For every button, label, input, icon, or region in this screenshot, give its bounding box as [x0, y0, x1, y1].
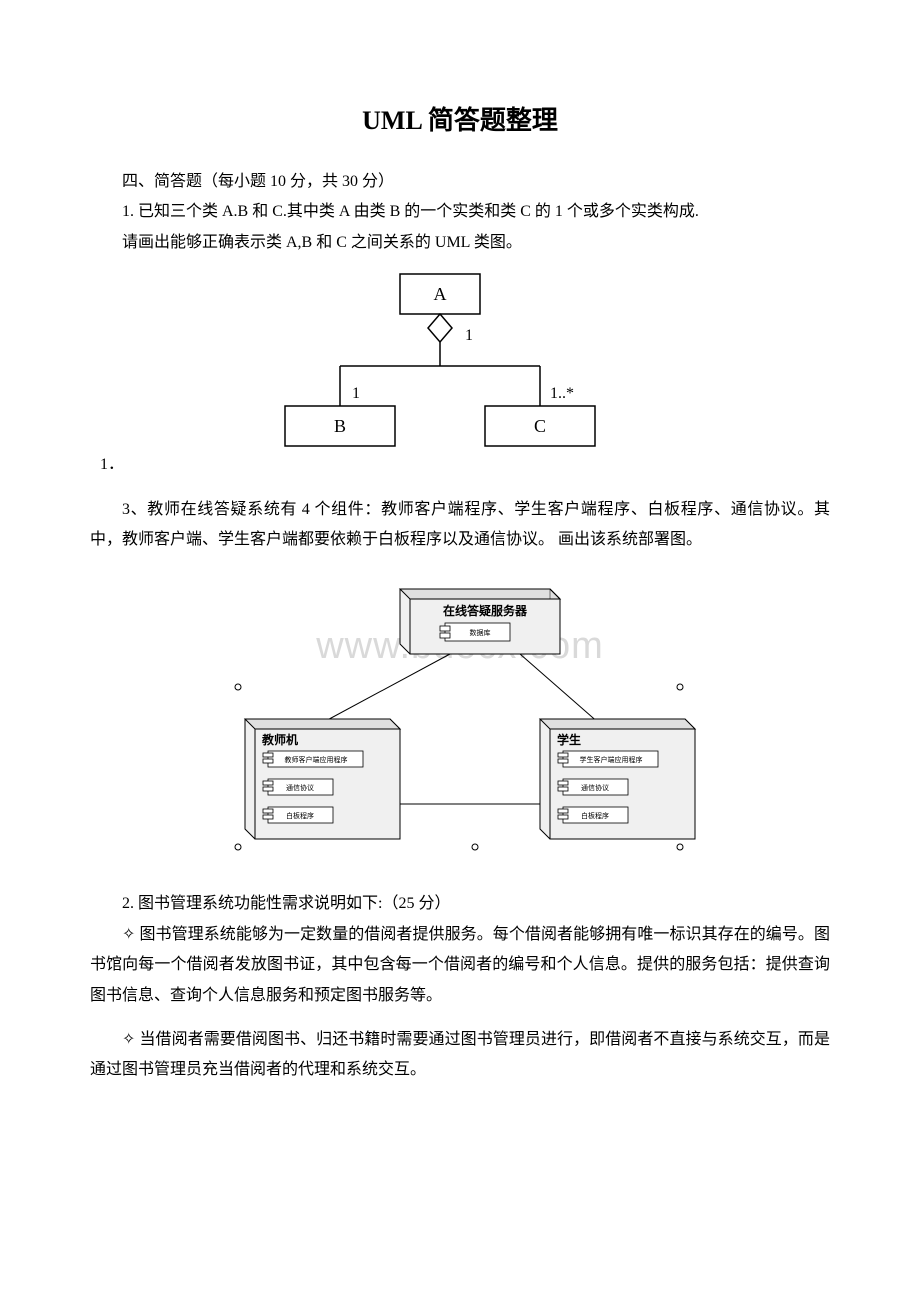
mult-right: 1..*: [550, 385, 574, 402]
student-label: 学生: [557, 732, 581, 747]
q2-p2-text: 当借阅者需要借阅图书、归还书籍时需要通过图书管理员进行，即借阅者不直接与系统交互…: [90, 1031, 830, 1078]
teacher-comp2: 通信协议: [286, 783, 314, 792]
teacher-comp3: 白板程序: [286, 811, 314, 820]
uml-class-diagram: A 1 1 1..* B C: [260, 266, 620, 466]
mult-top: 1: [465, 327, 473, 344]
q2-header: 2. 图书管理系统功能性需求说明如下:（25 分）: [90, 889, 830, 919]
q3-text: 3、教师在线答疑系统有 4 个组件：教师客户端程序、学生客户端程序、白板程序、通…: [90, 495, 830, 556]
diamond-icon: ✧: [122, 1031, 135, 1048]
q2-p1: ✧ 图书管理系统能够为一定数量的借阅者提供服务。每个借阅者能够拥有唯一标识其存在…: [90, 920, 830, 1011]
q1-line1: 1. 已知三个类 A.B 和 C.其中类 A 由类 B 的一个实类和类 C 的 …: [90, 197, 830, 227]
student-comp1: 学生客户端应用程序: [580, 755, 643, 764]
class-a-label: A: [434, 284, 447, 304]
server-label: 在线答疑服务器: [443, 603, 528, 618]
student-comp3: 白板程序: [581, 811, 609, 820]
page-title: UML 简答题整理: [90, 100, 830, 137]
teacher-label: 教师机: [261, 732, 298, 747]
student-comp2: 通信协议: [581, 783, 609, 792]
server-comp: 数据库: [470, 628, 491, 637]
teacher-comp1: 教师客户端应用程序: [285, 755, 348, 764]
class-c-label: C: [534, 416, 546, 436]
class-b-label: B: [334, 416, 346, 436]
mult-left: 1: [352, 385, 360, 402]
section-header: 四、简答题（每小题 10 分，共 30 分）: [90, 167, 830, 197]
q1-line2: 请画出能够正确表示类 A,B 和 C 之间关系的 UML 类图。: [90, 228, 830, 258]
teacher-node: 教师机 教师客户端应用程序 通信协议 白板程序: [245, 719, 400, 839]
q2-p2: ✧ 当借阅者需要借阅图书、归还书籍时需要通过图书管理员进行，即借阅者不直接与系统…: [90, 1025, 830, 1086]
student-node: 学生 学生客户端应用程序 通信协议 白板程序: [540, 719, 695, 839]
diamond-icon: ✧: [122, 926, 135, 943]
server-node: 在线答疑服务器 数据库: [400, 589, 560, 654]
label-one: 1．: [100, 450, 830, 480]
deployment-diagram: 在线答疑服务器 数据库 教师机 教师客户端应用程序: [190, 579, 730, 859]
q2-p1-text: 图书管理系统能够为一定数量的借阅者提供服务。每个借阅者能够拥有唯一标识其存在的编…: [90, 926, 830, 1004]
